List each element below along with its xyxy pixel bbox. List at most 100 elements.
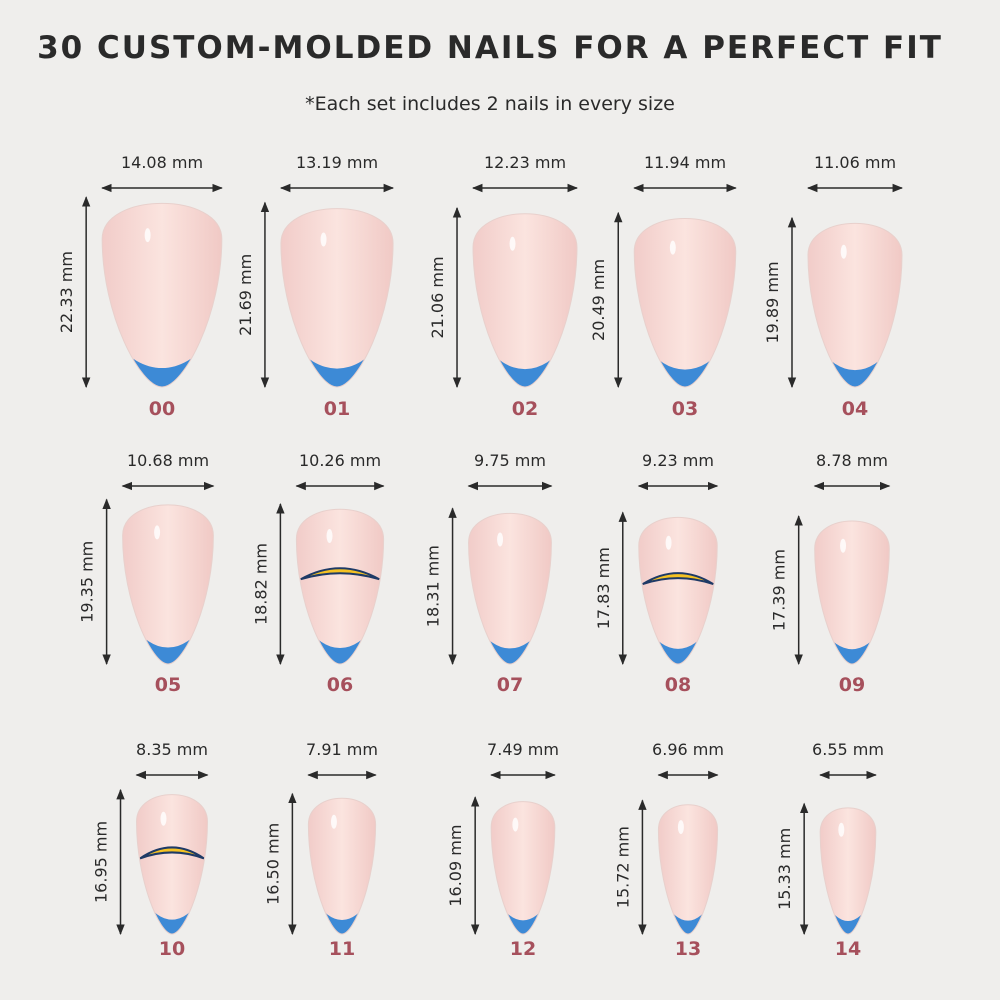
nail-shine — [330, 814, 337, 829]
nail-item: 6.96 mm 15.72 mm 13 — [613, 740, 724, 960]
nail-width: 9.75 mm — [474, 451, 546, 470]
nail-length: 19.35 mm — [78, 541, 97, 623]
nail-outline — [472, 213, 578, 388]
size-number: 01 — [324, 398, 350, 420]
nail — [280, 208, 394, 387]
nail-outline — [807, 222, 903, 388]
nail — [122, 504, 214, 664]
subtitle: *Each set includes 2 nails in every size — [305, 93, 675, 115]
size-number: 04 — [842, 398, 868, 420]
nail-shine — [144, 228, 151, 243]
nail-width: 7.49 mm — [487, 740, 559, 759]
nail-shine — [665, 535, 672, 550]
nail-width: 9.23 mm — [642, 451, 714, 470]
nail-item: 10.26 mm 18.82 mm 06 — [251, 451, 385, 696]
nail-outline — [490, 801, 556, 935]
nail-bed — [491, 801, 555, 921]
nail-item: 13.19 mm 21.69 mm 01 — [236, 153, 395, 420]
nail-width: 8.35 mm — [136, 740, 208, 759]
nail-item: 8.78 mm 17.39 mm 09 — [770, 451, 891, 696]
size-number: 08 — [665, 674, 691, 696]
nail-width: 6.55 mm — [812, 740, 884, 759]
nail-bed — [473, 213, 577, 370]
nail-length: 21.69 mm — [236, 254, 255, 336]
size-number: 09 — [839, 674, 865, 696]
nail-length: 17.39 mm — [770, 549, 789, 631]
nail-length: 15.72 mm — [613, 826, 632, 908]
logo — [139, 846, 205, 860]
nail — [296, 509, 384, 664]
nail-bed — [102, 203, 222, 369]
nail-shine — [677, 820, 684, 835]
nail-width: 6.96 mm — [652, 740, 724, 759]
nail-bed — [634, 218, 736, 370]
nail-length: 15.33 mm — [775, 828, 794, 910]
nail-outline — [633, 217, 737, 388]
nail-width: 13.19 mm — [296, 153, 378, 172]
nail-length: 21.06 mm — [428, 256, 447, 338]
nail — [807, 223, 903, 387]
nail-bed — [814, 520, 890, 650]
size-number: 02 — [512, 398, 538, 420]
nail-shine — [512, 817, 519, 832]
logo — [642, 572, 714, 586]
nail-length: 19.89 mm — [763, 261, 782, 343]
nail-width: 7.91 mm — [306, 740, 378, 759]
nail-width: 10.68 mm — [127, 451, 209, 470]
size-number: 10 — [159, 938, 185, 960]
nail-outline — [307, 797, 377, 935]
nail-bed — [308, 798, 376, 920]
size-number: 06 — [327, 674, 353, 696]
nail — [820, 807, 876, 934]
nail-shine — [509, 236, 516, 251]
nail-shine — [326, 529, 333, 544]
nail-shine — [160, 811, 167, 826]
nail-outline — [819, 807, 877, 935]
nail-length: 16.09 mm — [446, 825, 465, 907]
nail-item: 11.06 mm 19.89 mm 04 — [763, 153, 904, 420]
nail-outline — [101, 203, 223, 388]
size-number: 00 — [149, 398, 175, 420]
nail — [491, 801, 555, 934]
nail — [814, 520, 890, 664]
nail-bed — [468, 513, 552, 649]
nail-bed — [807, 223, 903, 371]
nail-bed — [122, 504, 214, 648]
nail-shine — [669, 240, 676, 255]
nail-width: 12.23 mm — [484, 153, 566, 172]
size-number: 14 — [835, 938, 861, 960]
nail — [136, 794, 208, 934]
nail-shine — [497, 532, 504, 547]
nail-outline — [136, 794, 208, 935]
nail-length: 18.31 mm — [424, 545, 443, 627]
nail-width: 11.06 mm — [814, 153, 896, 172]
nail-outline — [295, 508, 385, 665]
nail-bed — [658, 804, 718, 921]
nail-item: 9.75 mm 18.31 mm 07 — [424, 451, 553, 696]
nail-width: 8.78 mm — [816, 451, 888, 470]
nail — [658, 804, 718, 934]
nail-length: 17.83 mm — [594, 547, 613, 629]
logo — [300, 567, 380, 581]
nail — [308, 798, 376, 934]
nail-item: 7.49 mm 16.09 mm 12 — [446, 740, 559, 960]
nail-outline — [638, 517, 718, 665]
nail-outline — [280, 208, 394, 388]
nail-length: 22.33 mm — [57, 251, 76, 333]
nail — [634, 218, 736, 387]
size-number: 13 — [675, 938, 701, 960]
nail-item: 10.68 mm 19.35 mm 05 — [78, 451, 215, 696]
nail-outline — [814, 520, 890, 665]
nail-item: 7.91 mm 16.50 mm 11 — [263, 740, 378, 960]
nail-length: 20.49 mm — [589, 259, 608, 341]
nail-length: 16.50 mm — [263, 823, 282, 905]
size-number: 11 — [329, 938, 355, 960]
nail-width: 10.26 mm — [299, 451, 381, 470]
nail-bed — [280, 208, 394, 369]
nail-item: 9.23 mm 17.83 mm 08 — [594, 451, 719, 696]
size-number: 05 — [155, 674, 181, 696]
size-number: 12 — [510, 938, 536, 960]
nail-item: 8.35 mm 16.95 mm 10 — [92, 740, 209, 960]
nail-shine — [320, 232, 327, 247]
